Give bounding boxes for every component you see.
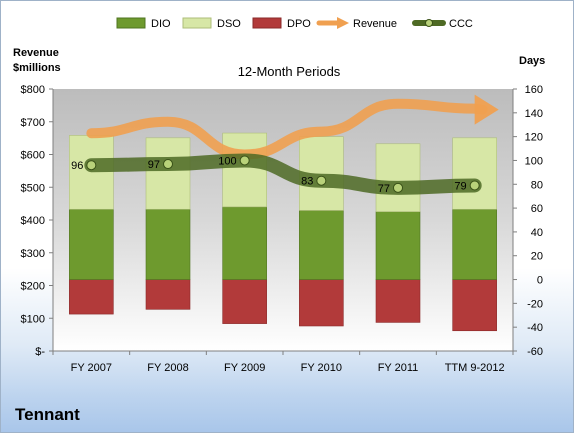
x-axis-tick-label: FY 2008 <box>147 362 188 374</box>
left-axis-tick-label: $- <box>35 346 45 358</box>
dso-bar <box>69 135 114 210</box>
x-axis-tick-label: FY 2007 <box>71 362 112 374</box>
legend-dso-label: DSO <box>217 18 241 30</box>
x-axis-tick-label: FY 2010 <box>301 362 342 374</box>
ccc-data-label: 100 <box>218 155 236 167</box>
revenue-arrowhead <box>474 94 499 125</box>
x-axis-tick-label: TTM 9-2012 <box>445 362 505 374</box>
dso-bar <box>145 137 191 210</box>
left-axis-tick-label: $600 <box>21 150 45 162</box>
ccc-data-label: 79 <box>454 180 466 192</box>
left-axis-tick-label: $700 <box>21 117 45 129</box>
legend-ccc-label: CCC <box>449 18 473 30</box>
dpo-bar <box>375 279 421 323</box>
ccc-point <box>239 155 250 166</box>
right-axis-tick-label: 20 <box>531 251 543 263</box>
right-axis-tick-label: 100 <box>525 155 543 167</box>
left-axis-tick-label: $400 <box>21 215 45 227</box>
right-axis-tick-label: -60 <box>527 346 543 358</box>
dpo-bar <box>299 279 344 327</box>
ccc-data-label: 97 <box>148 159 160 171</box>
left-axis-tick-label: $200 <box>21 281 45 293</box>
left-axis-tick-label: $800 <box>21 84 45 96</box>
dpo-bar <box>145 279 191 310</box>
legend-revenue-arrowhead <box>337 17 349 29</box>
x-axis-tick-label: FY 2009 <box>224 362 265 374</box>
dio-bar <box>69 208 114 280</box>
legend-revenue-label: Revenue <box>353 18 397 30</box>
right-axis-tick-label: 140 <box>525 108 543 120</box>
dio-bar <box>375 211 421 280</box>
dio-bar <box>222 206 267 280</box>
legend-dio-swatch <box>116 17 146 29</box>
revenue-line <box>86 98 488 160</box>
legend-ccc-point <box>425 19 433 27</box>
left-axis-tick-label: $100 <box>21 313 45 325</box>
ccc-line <box>84 153 482 195</box>
dso-bar <box>452 137 497 210</box>
right-axis-tick-label: 120 <box>525 132 543 144</box>
right-axis-tick-label: 0 <box>537 275 543 287</box>
dio-bar <box>299 210 344 280</box>
ccc-data-label: 83 <box>301 176 313 188</box>
dio-bar <box>145 208 191 280</box>
right-axis-label: Days <box>519 55 545 67</box>
left-axis-label-line1: Revenue <box>13 47 59 59</box>
legend-dpo-label: DPO <box>287 18 311 30</box>
dso-bar <box>375 143 421 212</box>
dpo-bar <box>222 279 267 324</box>
right-axis-tick-label: -20 <box>527 298 543 310</box>
left-axis-tick-label: $300 <box>21 248 45 260</box>
right-axis-tick-label: 40 <box>531 227 543 239</box>
ccc-point <box>469 180 480 191</box>
ccc-data-label: 77 <box>378 183 390 195</box>
ccc-point <box>316 175 327 186</box>
legend-dio-label: DIO <box>151 18 171 30</box>
ccc-point <box>393 182 403 193</box>
x-axis-tick-label: FY 2011 <box>378 362 419 374</box>
right-axis-tick-label: 160 <box>525 84 543 96</box>
left-axis-label-line2: $millions <box>13 62 61 74</box>
left-axis-tick-label: $500 <box>21 182 45 194</box>
company-name: Tennant <box>15 405 80 424</box>
dso-bar <box>222 132 267 208</box>
right-axis-tick-label: -40 <box>527 322 543 334</box>
right-axis-tick-label: 60 <box>531 203 543 215</box>
legend-dpo-swatch <box>252 17 282 29</box>
ccc-point <box>163 159 173 170</box>
chart-title: 12-Month Periods <box>238 64 341 79</box>
ccc-point <box>86 160 97 171</box>
dpo-bar <box>69 279 114 315</box>
dio-bar <box>452 208 497 280</box>
right-axis-tick-label: 80 <box>531 179 543 191</box>
legend-dso-swatch <box>182 17 212 29</box>
ccc-data-label: 96 <box>71 160 83 172</box>
dpo-bar <box>452 279 497 332</box>
